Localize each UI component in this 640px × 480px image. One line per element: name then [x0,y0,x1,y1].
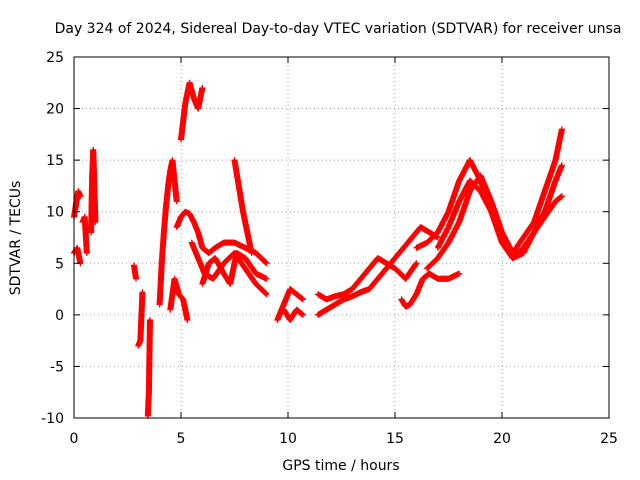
x-tick-label: 25 [600,431,618,447]
plot-frame [73,56,610,419]
series-sat-s [398,270,463,310]
series-sat-i [167,275,191,324]
x-tick-label: 15 [386,431,404,447]
x-tick-label: 0 [70,431,79,447]
series-sat-r [314,255,420,303]
x-tick-label: 20 [493,431,511,447]
series-sat-h [156,157,180,308]
series-sat-a [71,188,84,220]
series-sat-c [79,213,90,256]
data-point [133,275,140,282]
data-point [83,249,90,256]
series-sat-d [88,146,99,236]
data-point [263,260,270,267]
data-point [263,291,270,298]
data-point [146,317,153,324]
series-sat-b [71,244,84,267]
y-tick-label: 5 [55,256,64,272]
series-sat-q [314,224,441,318]
y-tick-label: 20 [46,102,64,118]
data-point [456,270,463,277]
series-sat-g [144,317,153,419]
data-point [558,193,565,200]
data-point [299,296,306,303]
x-tick-label: 10 [279,431,297,447]
series-sat-j [178,79,206,143]
x-tick-label: 5 [177,431,186,447]
y-tick-label: -5 [50,359,64,375]
data-point [199,84,206,91]
chart-title: Day 324 of 2024, Sidereal Day-to-day VTE… [55,21,622,37]
data-point [77,193,84,200]
data-point [184,317,191,324]
y-tick-label: 15 [46,153,64,169]
y-axis-label: SDTVAR / TECUs [8,181,24,296]
y-tick-label: 10 [46,205,64,221]
series-sat-v [434,162,565,262]
data-point [92,219,99,226]
data-point [173,198,180,205]
data-point [139,289,146,296]
series-sat-m [199,249,270,287]
x-axis-label: GPS time / hours [282,458,399,474]
series-sat-k [173,208,270,267]
data-point [299,311,306,318]
y-tick-label: 25 [46,50,64,66]
data-point [558,162,565,169]
y-tick-label: -10 [41,411,64,427]
series-sat-p [280,306,306,324]
series-sat-w [531,193,565,236]
series-sat-e [130,262,140,282]
series-sat-o [274,286,306,324]
series-sat-n [231,157,255,256]
ticks: 0 5 10 15 20 25 -10 -5 0 5 10 15 20 25 [41,50,618,447]
series-sat-f [135,289,146,349]
data-layer [71,79,565,419]
data-point [558,126,565,133]
data-point [413,260,420,267]
series-sat-u [424,126,565,272]
y-tick-label: 0 [55,308,64,324]
data-point [263,275,270,282]
data-point [248,249,255,256]
